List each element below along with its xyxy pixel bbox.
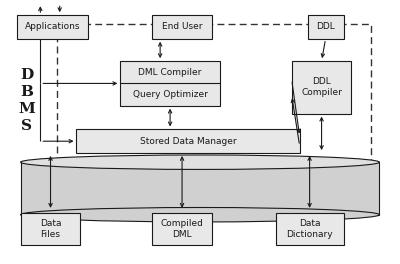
Text: DML Compiler: DML Compiler (138, 68, 202, 77)
Text: DDL: DDL (316, 22, 335, 31)
Bar (152, 213, 212, 245)
Bar (276, 213, 344, 245)
Text: End User: End User (162, 22, 202, 31)
Text: DDL
Compiler: DDL Compiler (301, 77, 342, 97)
Bar (152, 15, 212, 39)
Bar (76, 129, 300, 153)
Ellipse shape (21, 208, 379, 222)
Text: Data
Files: Data Files (40, 219, 61, 239)
Text: Compiled
DML: Compiled DML (161, 219, 204, 239)
Bar (21, 162, 379, 215)
Text: Stored Data Manager: Stored Data Manager (140, 137, 236, 146)
Text: D
B
M
S: D B M S (18, 68, 35, 133)
Bar (292, 61, 352, 114)
Text: Query Optimizer: Query Optimizer (133, 90, 208, 99)
Bar (56, 24, 372, 174)
Bar (21, 213, 80, 245)
Ellipse shape (21, 155, 379, 169)
Bar (308, 15, 344, 39)
Text: Applications: Applications (25, 22, 80, 31)
Bar (17, 15, 88, 39)
Bar (120, 61, 220, 106)
Text: Data
Dictionary: Data Dictionary (286, 219, 333, 239)
